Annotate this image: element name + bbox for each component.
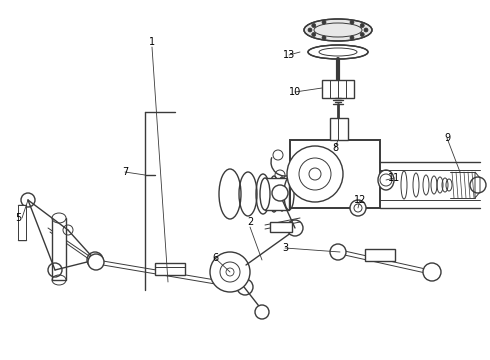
Text: 2: 2 — [247, 217, 253, 227]
Circle shape — [312, 23, 316, 27]
Circle shape — [360, 32, 364, 36]
Text: 8: 8 — [332, 143, 338, 153]
Bar — [155, 263, 185, 275]
Ellipse shape — [260, 178, 270, 210]
Circle shape — [287, 220, 303, 236]
Circle shape — [364, 28, 368, 32]
Circle shape — [330, 244, 346, 260]
Ellipse shape — [308, 45, 368, 59]
Bar — [290, 140, 380, 208]
Circle shape — [237, 279, 253, 295]
Circle shape — [350, 20, 354, 24]
Text: 3: 3 — [282, 243, 288, 253]
Bar — [270, 222, 292, 232]
Bar — [365, 249, 395, 261]
Text: 13: 13 — [283, 50, 295, 60]
Circle shape — [312, 32, 316, 36]
Text: 9: 9 — [444, 133, 450, 143]
Circle shape — [272, 185, 288, 201]
Ellipse shape — [378, 170, 394, 190]
Text: 6: 6 — [212, 253, 218, 263]
Circle shape — [350, 200, 366, 216]
Text: 11: 11 — [388, 173, 400, 183]
Circle shape — [322, 20, 326, 24]
Polygon shape — [475, 172, 480, 198]
Text: 1: 1 — [149, 37, 155, 47]
Text: 5: 5 — [15, 213, 21, 223]
Circle shape — [423, 263, 441, 281]
Text: 7: 7 — [122, 167, 128, 177]
Ellipse shape — [52, 213, 66, 223]
Circle shape — [210, 252, 250, 292]
Bar — [265, 178, 289, 210]
Bar — [52, 218, 66, 280]
Circle shape — [273, 150, 283, 160]
Text: 12: 12 — [354, 195, 366, 205]
Circle shape — [88, 254, 104, 270]
Bar — [322, 80, 354, 98]
Circle shape — [350, 36, 354, 40]
Ellipse shape — [304, 19, 372, 41]
Bar — [18, 205, 26, 240]
Circle shape — [255, 305, 269, 319]
Circle shape — [308, 28, 312, 32]
Circle shape — [287, 146, 343, 202]
Text: 10: 10 — [289, 87, 301, 97]
Circle shape — [322, 36, 326, 40]
Circle shape — [360, 23, 364, 27]
Bar — [330, 118, 348, 140]
